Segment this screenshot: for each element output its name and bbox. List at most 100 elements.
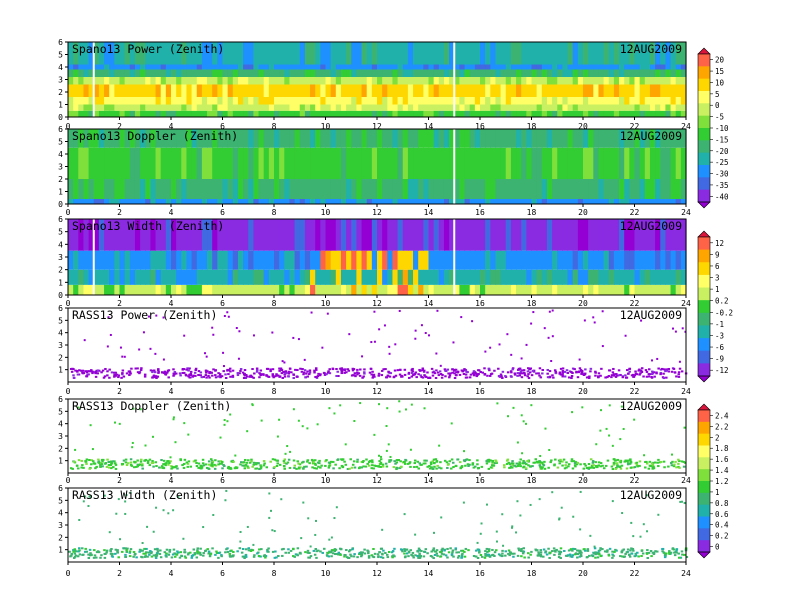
heat-band-2 bbox=[68, 147, 687, 179]
rass-point bbox=[585, 376, 589, 379]
rass-point bbox=[136, 367, 139, 370]
rass-point bbox=[324, 464, 327, 467]
rass-point bbox=[475, 375, 479, 378]
rass-point bbox=[120, 376, 123, 379]
rass-point bbox=[399, 460, 402, 463]
rass-point bbox=[600, 367, 603, 370]
heat-cell bbox=[619, 284, 625, 295]
x-tick-label: 18 bbox=[527, 387, 537, 396]
rass-point bbox=[377, 556, 380, 559]
heat-cell bbox=[464, 129, 471, 148]
rass-point bbox=[258, 376, 261, 379]
heat-cell bbox=[377, 69, 383, 77]
rass-point bbox=[124, 512, 127, 515]
heat-cell bbox=[93, 104, 100, 111]
heat-cell bbox=[165, 104, 172, 111]
heat-cell bbox=[459, 147, 466, 179]
heat-cell bbox=[284, 250, 291, 270]
heat-cell bbox=[670, 42, 677, 65]
heat-cell bbox=[361, 147, 368, 179]
heat-cell bbox=[268, 69, 275, 77]
rass-point bbox=[677, 556, 681, 559]
rass-point bbox=[74, 369, 77, 372]
rass-point bbox=[214, 376, 218, 379]
heat-cell bbox=[577, 69, 584, 77]
rass-point bbox=[241, 547, 245, 550]
rass-point bbox=[656, 550, 659, 553]
heat-cell bbox=[304, 110, 311, 117]
heat-cell bbox=[495, 219, 502, 251]
heat-cell bbox=[104, 110, 110, 117]
rass-point bbox=[159, 556, 163, 559]
rass-point bbox=[335, 553, 338, 556]
heat-cell bbox=[289, 269, 296, 285]
rass-point bbox=[73, 548, 77, 551]
rass-point bbox=[522, 466, 525, 469]
heat-cell bbox=[567, 199, 574, 204]
heat-cell bbox=[160, 69, 167, 77]
rass-point bbox=[587, 463, 591, 466]
rass-point bbox=[463, 368, 466, 371]
heat-cell bbox=[402, 64, 409, 70]
rass-point bbox=[228, 467, 231, 470]
rass-point bbox=[434, 377, 438, 380]
rass-point bbox=[607, 375, 611, 378]
rass-point bbox=[431, 374, 435, 377]
heat-cell bbox=[237, 110, 244, 117]
rass-point bbox=[670, 370, 674, 373]
colorbar-swatch bbox=[698, 78, 710, 92]
rass-point bbox=[532, 311, 535, 314]
x-tick-label: 20 bbox=[578, 208, 588, 217]
heat-cell bbox=[212, 269, 218, 285]
heat-cell bbox=[366, 64, 373, 70]
heat-cell bbox=[109, 104, 115, 111]
rass-point bbox=[628, 555, 632, 558]
x-tick-label: 4 bbox=[169, 208, 174, 217]
rass-point bbox=[599, 429, 602, 432]
rass-point bbox=[435, 467, 438, 470]
heat-cell bbox=[392, 42, 399, 65]
heat-cell bbox=[469, 77, 476, 85]
heat-cell bbox=[191, 69, 198, 77]
heat-cell bbox=[459, 269, 466, 285]
heat-cell bbox=[310, 129, 316, 148]
heat-cell bbox=[634, 269, 641, 285]
rass-point bbox=[303, 358, 306, 361]
heat-cell bbox=[315, 69, 321, 77]
heat-cell bbox=[598, 219, 605, 251]
rass-point bbox=[110, 462, 113, 465]
heat-cell bbox=[351, 64, 357, 70]
heat-cell bbox=[464, 84, 471, 97]
heat-cell bbox=[474, 104, 481, 111]
heat-cell bbox=[377, 250, 383, 270]
heat-cell bbox=[289, 179, 296, 199]
rass-point bbox=[356, 556, 359, 559]
heat-cell bbox=[304, 42, 311, 65]
heat-cell bbox=[98, 84, 105, 97]
y-tick-label: 6 bbox=[58, 484, 63, 493]
heat-cell bbox=[176, 269, 182, 285]
rass-point bbox=[330, 549, 334, 552]
heat-cell bbox=[655, 42, 661, 65]
heat-cell bbox=[387, 219, 394, 251]
heat-cell bbox=[310, 147, 316, 179]
rass-point bbox=[353, 372, 357, 375]
heat-cell bbox=[222, 110, 229, 117]
rass-point bbox=[519, 465, 522, 468]
heat-cell bbox=[160, 129, 167, 148]
rass-point bbox=[580, 551, 583, 554]
rass-point bbox=[285, 462, 288, 465]
heat-cell bbox=[583, 42, 589, 65]
heat-cell bbox=[680, 250, 687, 270]
heat-cell bbox=[665, 104, 672, 111]
rass-point bbox=[226, 369, 229, 372]
heat-cell bbox=[253, 77, 260, 85]
colorbar-swatch bbox=[698, 66, 710, 80]
heat-cell bbox=[675, 110, 682, 117]
heat-band-6 bbox=[68, 64, 687, 70]
heat-cell bbox=[340, 97, 347, 105]
heat-cell bbox=[98, 97, 105, 105]
rass-point bbox=[313, 467, 316, 470]
rass-point bbox=[547, 336, 550, 339]
heat-band-3 bbox=[68, 84, 687, 97]
